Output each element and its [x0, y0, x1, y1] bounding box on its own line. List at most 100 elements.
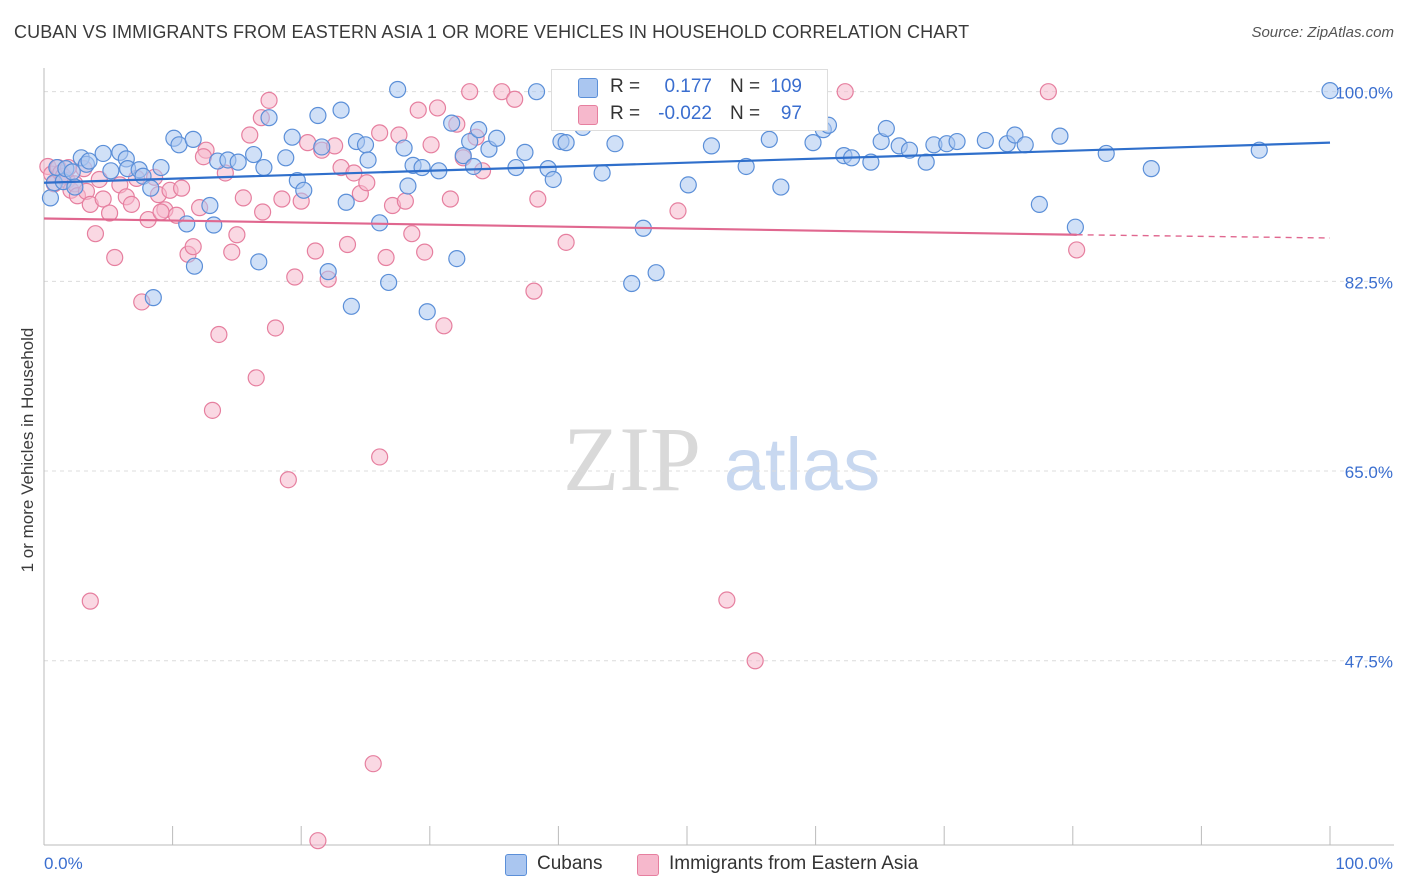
cuban-point: [245, 145, 263, 164]
cuban-point: [1250, 141, 1268, 159]
asia-point: [260, 91, 278, 109]
asia-point: [422, 136, 440, 154]
cuban-point: [342, 297, 360, 315]
cuban-point: [142, 179, 160, 197]
source-label: Source: ZipAtlas.com: [1251, 24, 1394, 41]
asia-point: [377, 248, 395, 267]
cuban-point: [557, 134, 575, 152]
legend-n-value: 109: [770, 76, 802, 97]
cuban-point: [295, 181, 313, 199]
asia-point: [194, 148, 213, 166]
y-tick-label: 47.5%: [1345, 653, 1393, 672]
cuban-point: [606, 135, 624, 153]
asia-point: [86, 225, 105, 243]
cuban-point: [319, 263, 337, 281]
cuban-point: [516, 143, 534, 161]
legend-swatch-asia: [578, 105, 598, 125]
asia-point: [1039, 83, 1057, 101]
cuban-point: [380, 273, 398, 292]
asia-point: [718, 591, 736, 609]
cuban-point: [1051, 127, 1069, 145]
asia-point: [358, 174, 376, 192]
asia-point: [441, 190, 459, 208]
cuban-point: [337, 193, 355, 211]
cuban-point: [332, 101, 350, 119]
asia-point: [1068, 241, 1086, 259]
cuban-point: [255, 158, 273, 177]
cuban-point: [184, 130, 202, 148]
asia-point: [371, 448, 389, 466]
cuban-point: [152, 158, 170, 177]
asia-point: [409, 101, 427, 119]
cuban-point: [527, 83, 546, 101]
cuban-point: [260, 109, 278, 127]
cuban-point: [454, 147, 472, 165]
cuban-point: [1321, 81, 1339, 100]
asia-trend-extension: [1076, 234, 1331, 239]
asia-point: [416, 243, 434, 261]
cuban-point: [309, 106, 327, 125]
asia-point: [223, 243, 241, 261]
cuban-point: [976, 131, 994, 150]
legend-n-label: N =: [730, 103, 761, 124]
asia-point: [203, 401, 222, 419]
cuban-point: [185, 257, 204, 275]
asia-point: [173, 179, 191, 197]
tick-labels: 47.5% 65.0% 82.5% 100.0% 0.0% 100.0%: [44, 84, 1393, 873]
chart-title: CUBAN VS IMMIGRANTS FROM EASTERN ASIA 1 …: [14, 22, 970, 42]
cuban-point: [593, 164, 611, 182]
bottom-legend-swatch-cubans: [505, 854, 527, 876]
x-tick-label-max: 100.0%: [1335, 854, 1393, 873]
asia-point: [266, 319, 285, 337]
cuban-point: [359, 151, 377, 169]
cuban-point: [313, 138, 331, 156]
cuban-point: [1030, 195, 1048, 214]
cuban-point: [41, 189, 60, 207]
cuban-point: [900, 141, 919, 159]
cuban-point: [647, 264, 665, 282]
asia-point: [152, 203, 170, 221]
cuban-point: [464, 157, 483, 176]
asia-point: [90, 170, 108, 189]
asia-point: [428, 99, 447, 117]
cuban-point: [1016, 136, 1034, 154]
asia-point: [81, 592, 99, 610]
cuban-point: [443, 114, 461, 132]
bottom-legend: Cubans Immigrants from Eastern Asia: [0, 851, 1406, 877]
asia-point: [403, 225, 421, 243]
legend-r-value: -0.022: [658, 103, 712, 124]
legend-row-asia: R = -0.022 N = 97: [552, 101, 827, 127]
legend-n-value: 97: [780, 103, 802, 124]
y-tick-label: 100.0%: [1335, 84, 1393, 103]
cuban-point: [877, 119, 895, 138]
asia-point: [529, 190, 547, 208]
asia-point: [299, 134, 317, 152]
cuban-point: [1142, 160, 1160, 178]
cuban-point: [470, 121, 488, 139]
legend-row-cubans: R = 0.177 N = 109: [552, 74, 827, 100]
cuban-point: [737, 157, 755, 176]
cuban-point: [1066, 218, 1084, 236]
cuban-point: [389, 80, 407, 99]
cuban-point: [250, 253, 268, 271]
asia-point: [557, 233, 575, 251]
asia-point: [338, 235, 357, 254]
legend-swatch-cubans: [578, 78, 598, 98]
asia-point: [273, 190, 291, 208]
cuban-point: [277, 149, 295, 167]
cuban-point: [418, 303, 436, 321]
cuban-point: [804, 134, 822, 152]
asia-point: [254, 203, 272, 221]
y-tick-label: 65.0%: [1345, 463, 1393, 482]
asia-point: [94, 190, 112, 208]
y-axis-label: 1 or more Vehicles in Household: [18, 327, 37, 573]
y-axis-label-wrap: 1 or more Vehicles in Household: [16, 300, 40, 600]
cuban-point: [623, 274, 641, 293]
asia-point: [306, 242, 324, 260]
cuban-point: [205, 216, 223, 234]
asia-point: [234, 189, 252, 207]
legend-r-label: R =: [610, 76, 641, 97]
cuban-point: [948, 132, 966, 151]
asia-point: [122, 195, 141, 214]
